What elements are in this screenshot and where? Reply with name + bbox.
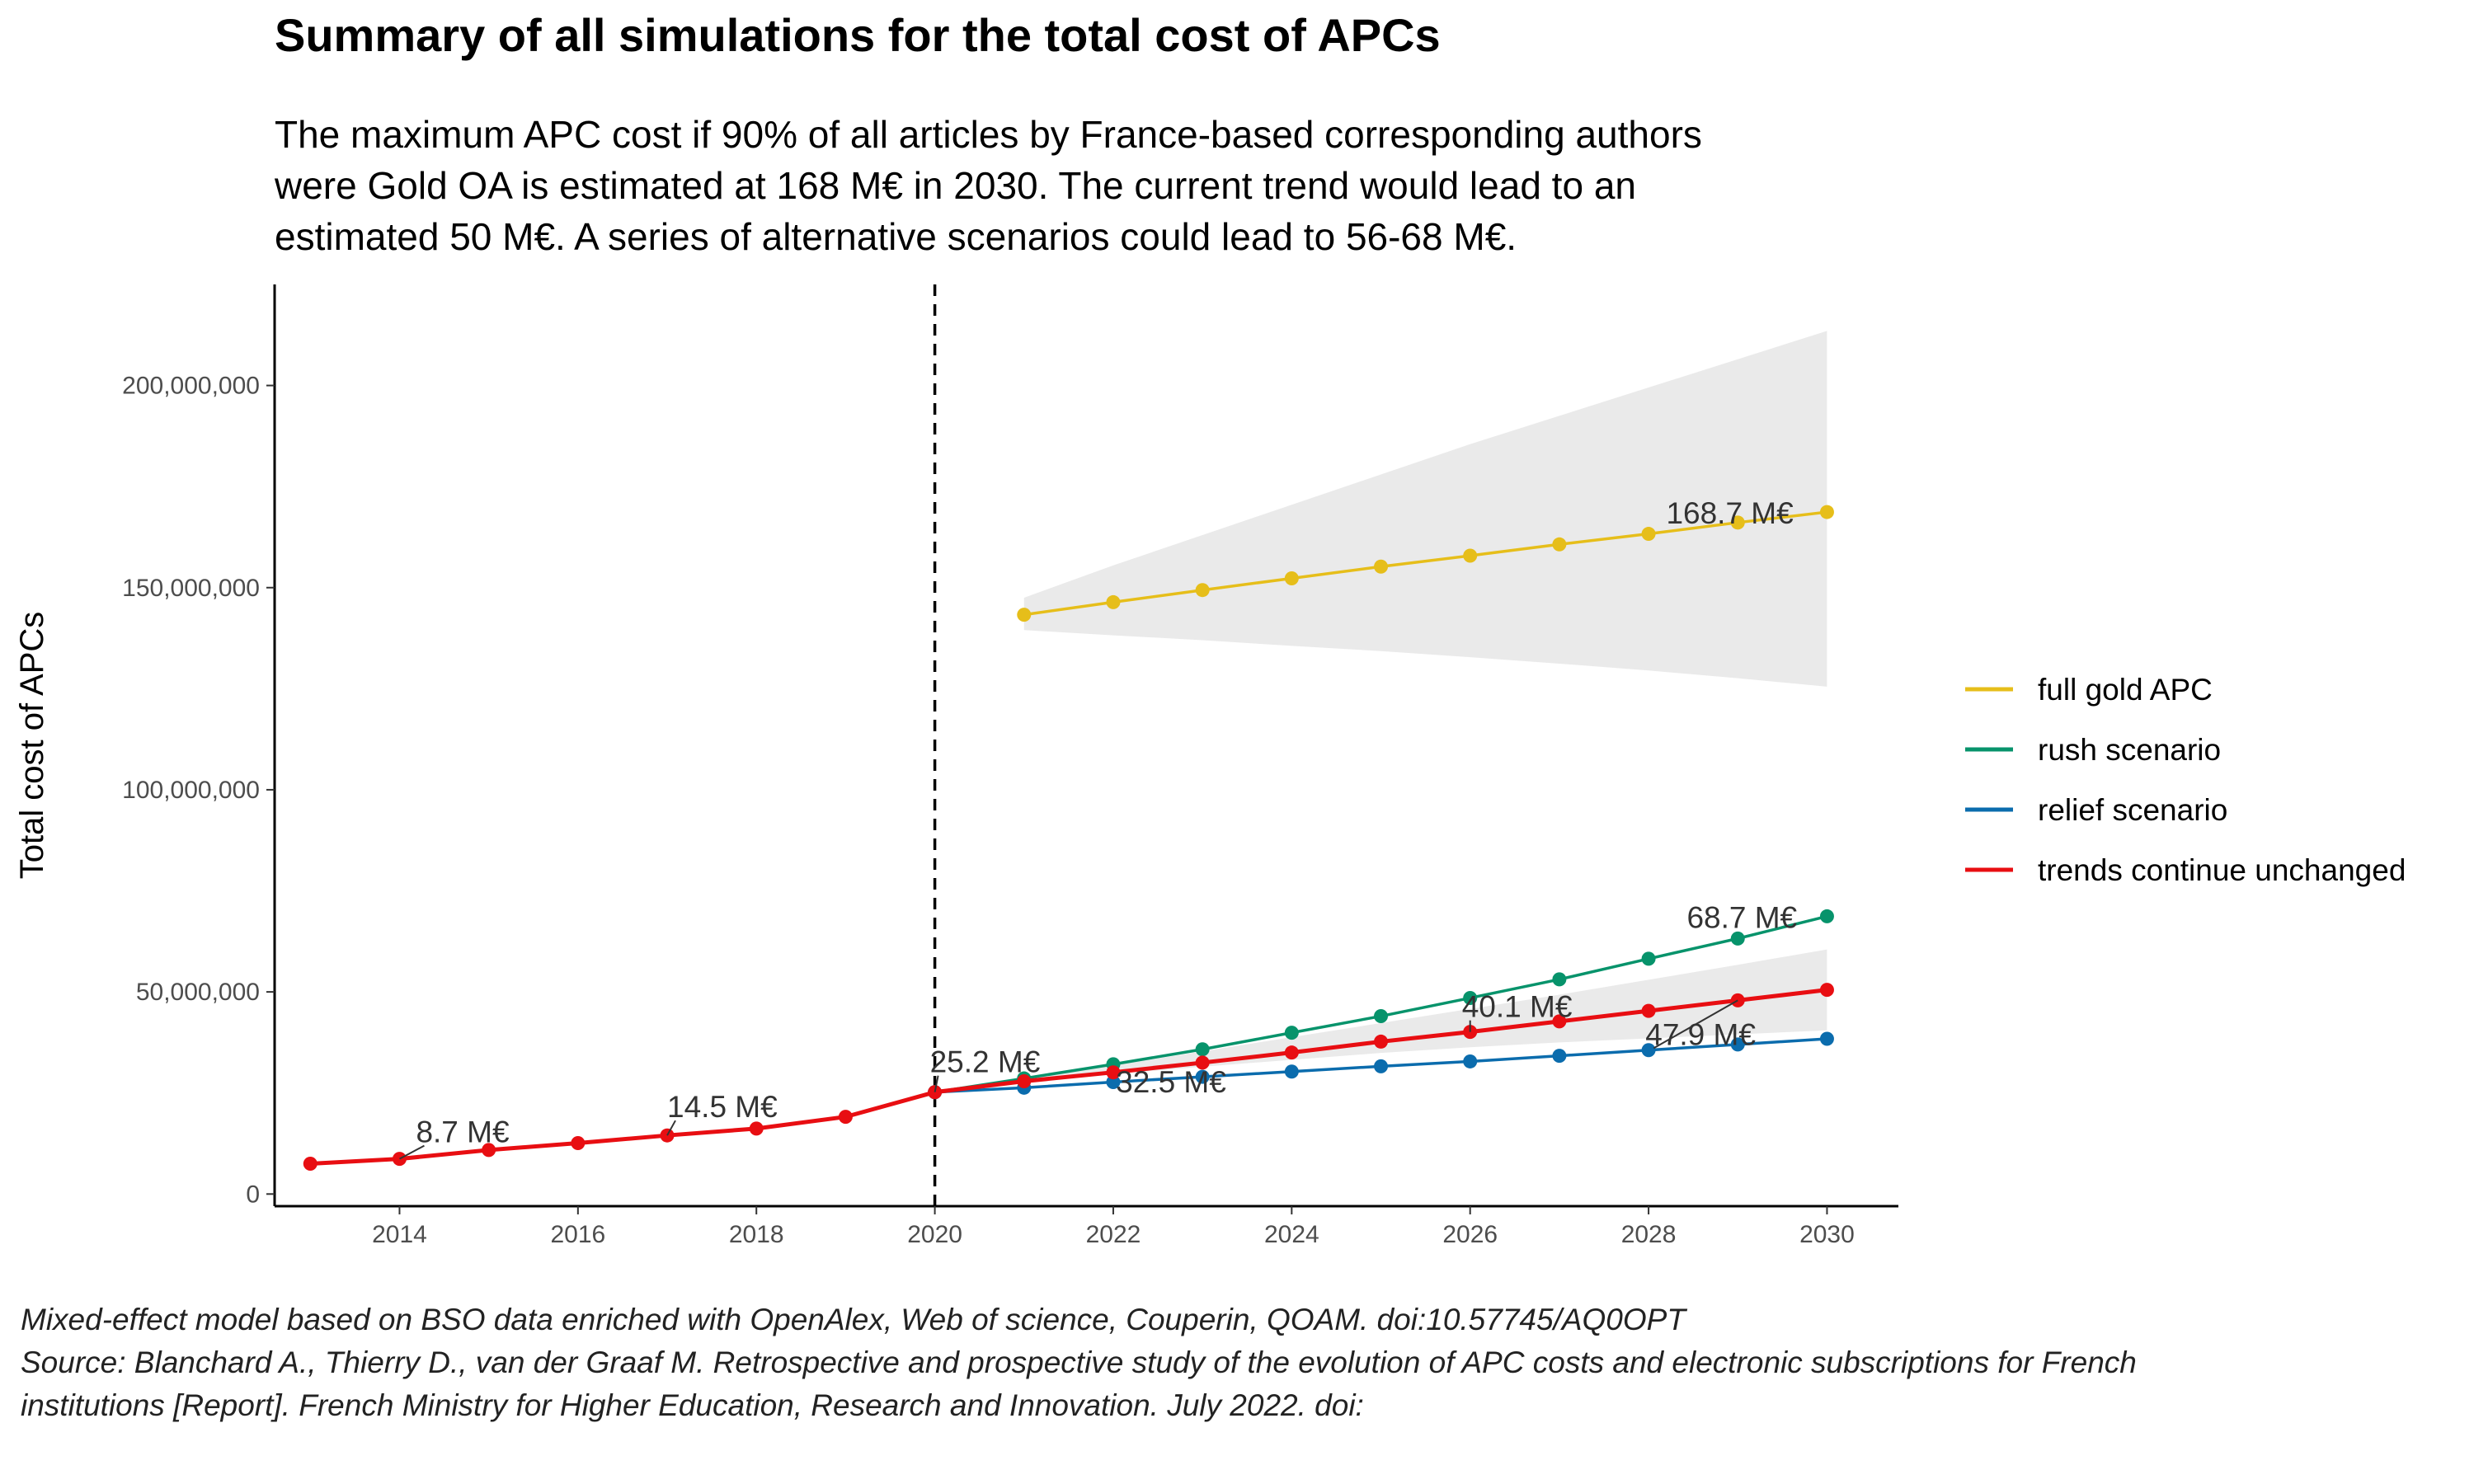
data-label: 14.5 M€ xyxy=(667,1090,778,1124)
legend-entry: full gold APC xyxy=(2038,673,2213,707)
data-point xyxy=(1730,1037,1745,1052)
data-label: 47.9 M€ xyxy=(1645,1017,1756,1051)
x-tick-label: 2014 xyxy=(372,1221,427,1248)
data-point xyxy=(1641,951,1656,966)
y-tick-label: 0 xyxy=(246,1181,260,1208)
data-label: 168.7 M€ xyxy=(1666,496,1794,530)
caption-line: institutions [Report]. French Ministry f… xyxy=(21,1388,1364,1422)
y-tick-label: 50,000,000 xyxy=(136,979,260,1006)
annotation-leader xyxy=(934,1075,939,1092)
y-tick-label: 100,000,000 xyxy=(122,777,260,804)
data-point xyxy=(1374,1059,1389,1073)
data-point xyxy=(1463,990,1478,1005)
legend-entry: relief scenario xyxy=(2038,793,2227,827)
confidence-band xyxy=(1023,331,1827,687)
data-label: 40.1 M€ xyxy=(1462,990,1573,1024)
data-point xyxy=(1463,1054,1478,1068)
data-point xyxy=(571,1136,586,1151)
x-tick-label: 2030 xyxy=(1799,1221,1855,1248)
data-point xyxy=(1284,1064,1299,1079)
chart-caption: Mixed-effect model based on BSO data enr… xyxy=(21,1298,2137,1427)
data-point xyxy=(1374,559,1389,574)
data-point xyxy=(1284,571,1299,585)
data-point xyxy=(1819,983,1834,998)
series-lines xyxy=(303,505,1834,1172)
data-point xyxy=(1819,505,1834,519)
data-point xyxy=(1106,1065,1121,1080)
data-point xyxy=(1195,1042,1210,1057)
data-label: 8.7 M€ xyxy=(416,1115,510,1149)
y-tick-label: 200,000,000 xyxy=(122,373,260,400)
data-point xyxy=(1106,594,1121,609)
data-point xyxy=(1641,1043,1656,1058)
data-point xyxy=(1284,1045,1299,1060)
data-point xyxy=(1284,1026,1299,1040)
series-line xyxy=(1023,510,1827,617)
series-line xyxy=(310,988,1827,1167)
legend: full gold APC rush scenario relief scenari… xyxy=(1965,673,2406,887)
data-point xyxy=(1195,583,1210,598)
annotation-leader xyxy=(1653,999,1738,1050)
x-tick-label: 2018 xyxy=(729,1221,784,1248)
data-point xyxy=(1195,1055,1210,1070)
y-tick-label: 150,000,000 xyxy=(122,575,260,602)
data-point xyxy=(1374,1034,1389,1049)
legend-entry: trends continue unchanged xyxy=(2038,853,2406,887)
x-tick-label: 2022 xyxy=(1086,1221,1141,1248)
x-tick-label: 2016 xyxy=(550,1221,605,1248)
data-point xyxy=(1730,931,1745,946)
data-label: 68.7 M€ xyxy=(1686,900,1797,934)
chart-title: Summary of all simulations for the total… xyxy=(275,9,1441,61)
data-point xyxy=(482,1143,496,1158)
data-point xyxy=(1106,1074,1121,1089)
data-point xyxy=(1552,1049,1567,1064)
data-point xyxy=(1552,537,1567,552)
data-point xyxy=(1552,972,1567,987)
confidence-band xyxy=(1023,949,1827,1082)
data-point xyxy=(1819,1031,1834,1046)
data-point xyxy=(1195,1069,1210,1084)
data-point xyxy=(1017,1073,1032,1088)
confidence-bands xyxy=(1023,331,1827,1082)
annotations: 8.7 M€ 14.5 M€ 25.2 M€ 32.5 M€ 40.1 M€ 47.9 M… xyxy=(398,496,1798,1160)
annotation-leader xyxy=(666,1120,676,1136)
data-point xyxy=(1641,527,1656,542)
subtitle-line: The maximum APC cost if 90% of all artic… xyxy=(275,113,1702,156)
chart-subtitle: The maximum APC cost if 90% of all artic… xyxy=(275,109,1924,262)
data-point xyxy=(1463,548,1478,563)
data-label: 32.5 M€ xyxy=(1116,1065,1226,1099)
subtitle-line: were Gold OA is estimated at 168 M€ in 2… xyxy=(275,164,1636,207)
x-tick-label: 2020 xyxy=(907,1221,962,1248)
data-point xyxy=(1730,515,1745,530)
data-point xyxy=(1819,909,1834,923)
data-point xyxy=(1641,1003,1656,1018)
data-point xyxy=(1552,1014,1567,1029)
y-axis-title: Total cost of APCs xyxy=(14,612,50,880)
caption-line: Source: Blanchard A., Thierry D., van de… xyxy=(21,1345,2137,1379)
data-point xyxy=(1374,1009,1389,1024)
x-tick-label: 2028 xyxy=(1621,1221,1677,1248)
subtitle-line: estimated 50 M€. A series of alternative… xyxy=(275,215,1517,258)
data-point xyxy=(838,1110,853,1125)
legend-entry: rush scenario xyxy=(2038,733,2221,767)
data-point xyxy=(1017,608,1032,622)
axes: 0 50,000,000 100,000,000 150,000,000 200,000… xyxy=(14,284,1898,1248)
annotation-leader xyxy=(398,1144,425,1160)
data-label: 25.2 M€ xyxy=(930,1045,1041,1079)
x-tick-label: 2024 xyxy=(1264,1221,1319,1248)
x-tick-label: 2026 xyxy=(1442,1221,1498,1248)
caption-line: Mixed-effect model based on BSO data enr… xyxy=(21,1303,1686,1336)
data-point xyxy=(749,1121,764,1136)
line-chart: 0 50,000,000 100,000,000 150,000,000 200,000… xyxy=(14,284,2406,1248)
data-point xyxy=(303,1157,317,1172)
